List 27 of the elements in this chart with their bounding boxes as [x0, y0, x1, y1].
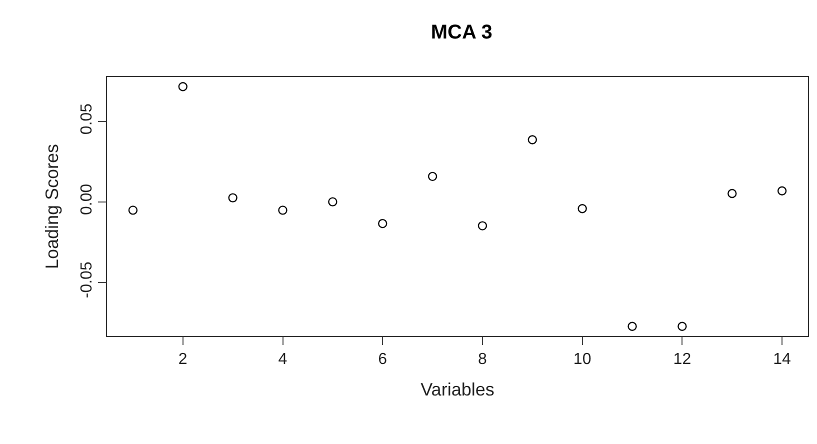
- x-tick-label: 12: [673, 351, 692, 368]
- x-tick-label: 2: [178, 351, 188, 368]
- point: [478, 221, 488, 230]
- point: [428, 172, 438, 182]
- y-tick-label: 0.05: [78, 103, 96, 135]
- point: [328, 197, 338, 206]
- point: [678, 322, 687, 331]
- x-tick-label: 14: [773, 351, 792, 368]
- x-tick-label: 6: [378, 351, 388, 368]
- y-tick-label: 0.00: [78, 184, 96, 215]
- point: [628, 322, 637, 331]
- point: [728, 188, 737, 198]
- x-tick-label: 8: [478, 351, 488, 368]
- x-tick-label: 4: [278, 351, 288, 368]
- point: [578, 204, 587, 214]
- point: [228, 193, 238, 202]
- chart-title: MCA 3: [430, 21, 492, 44]
- point: [278, 206, 288, 215]
- point: [128, 206, 138, 215]
- point: [528, 135, 537, 144]
- y-tick-label: -0.05: [78, 262, 96, 298]
- point: [378, 218, 388, 228]
- y-axis-title: Loading Scores: [42, 144, 62, 270]
- point: [777, 186, 787, 196]
- x-axis-title: Variables: [420, 379, 494, 400]
- x-tick-label: 10: [573, 351, 592, 368]
- point: [178, 82, 188, 92]
